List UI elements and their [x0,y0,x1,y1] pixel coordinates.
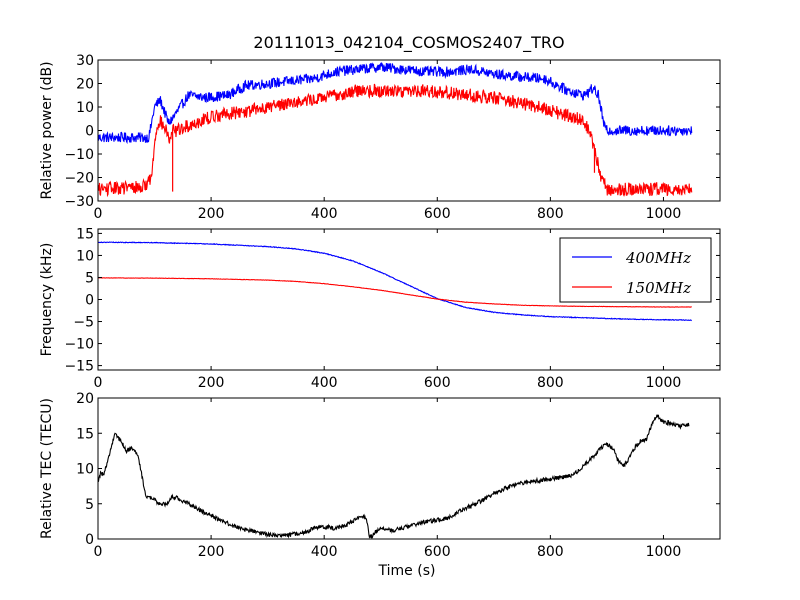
y-axis-label: Relative TEC (TECU) [39,398,55,539]
y-tick-label: 0 [85,532,94,548]
x-tick-label: 600 [424,206,451,222]
legend-box [559,237,712,303]
y-tick-label: 20 [76,77,94,93]
y-tick-label: 15 [76,226,94,242]
x-tick-label: 400 [311,375,338,391]
y-tick-label: 30 [76,53,94,69]
y-axis-label: Frequency (kHz) [39,243,55,357]
y-tick-label: −5 [73,315,94,331]
y-axis-label: Relative power (dB) [39,61,55,199]
x-tick-label: 600 [424,375,451,391]
series-line-2 [97,83,693,198]
chart-title: 20111013_042104_COSMOS2407_TRO [253,33,564,53]
legend-label-1: 400MHz [625,249,691,267]
x-axis-label: Time (s) [378,563,436,579]
x-tick-label: 0 [94,206,103,222]
y-tick-label: −30 [64,194,94,210]
y-tick-label: 10 [76,462,94,478]
panel-3: 0 200 400 600 800 1000 0 5 10 15 20 Relative TEC (T… [39,391,721,579]
x-tick-label: 800 [537,206,564,222]
x-tick-label: 0 [94,544,103,560]
series-line-1 [97,61,693,145]
panels: 0 200 400 600 800 1000−30−20−100102030Relativ… [39,53,721,579]
y-tick-label: 5 [85,270,94,286]
panel-1: 0 200 400 600 800 1000 −30 −20 −10 0 10 20 30 Relativ… [39,53,721,222]
x-tick-label: 400 [311,206,338,222]
x-tick-label: 400 [311,544,338,560]
x-tick-label: 800 [537,544,564,560]
x-tick-label: 200 [198,375,225,391]
y-tick-label: 5 [85,497,94,513]
y-tick-label: 20 [76,391,94,407]
x-tick-label: 200 [198,544,225,560]
x-tick-label: 1000 [646,544,682,560]
x-tick-label: 1000 [646,375,682,391]
x-tick-label: 1000 [646,206,682,222]
y-tick-label: −10 [64,147,94,163]
y-tick-label: 0 [85,293,94,309]
series-line-2 [97,277,692,308]
y-tick-label: −20 [64,171,94,187]
legend: 400MHz 150MHz [559,237,712,303]
y-tick-label: −10 [64,337,94,353]
x-tick-label: 0 [94,375,103,391]
series-line-1 [97,241,692,322]
y-tick-label: 10 [76,100,94,116]
y-tick-label: 15 [76,426,94,442]
y-tick-label: 0 [85,124,94,140]
x-tick-label: 600 [424,544,451,560]
x-tick-label: 200 [198,206,225,222]
x-tick-label: 800 [537,375,564,391]
panel-2: 0 200 400 600 800 1000 −15 −10 −5 0 5 10 15 Frequency… [39,226,721,391]
legend-label-2: 150MHz [626,279,691,297]
y-tick-label: 10 [76,248,94,264]
series-line-1 [97,414,690,540]
y-tick-label: −15 [64,359,94,375]
